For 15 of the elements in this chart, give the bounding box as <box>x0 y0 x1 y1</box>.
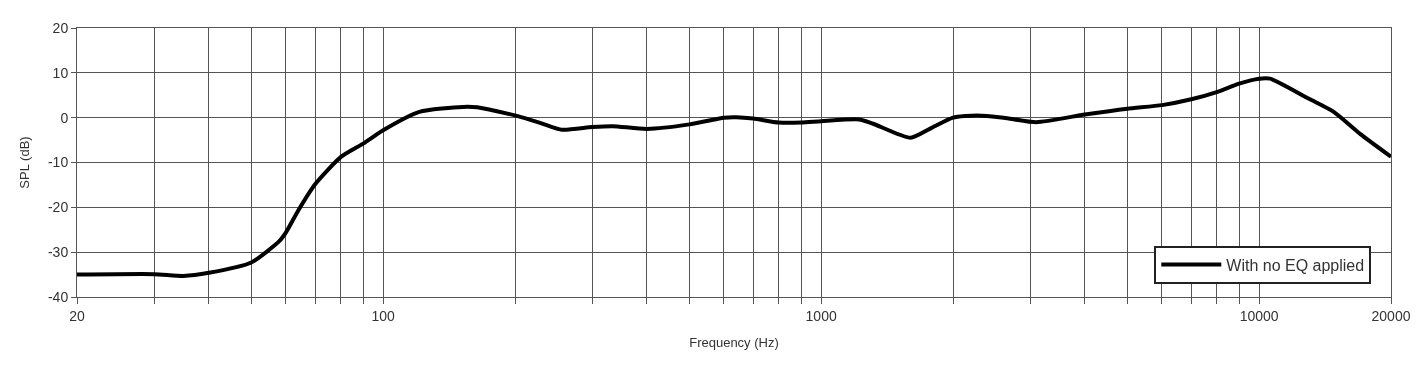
x-tick-label: 100 <box>371 307 396 324</box>
y-tick-label: 0 <box>60 109 69 126</box>
x-tick-label: 20000 <box>1371 307 1411 324</box>
y-tick-label: 10 <box>52 64 69 81</box>
y-tick-label: -40 <box>47 288 69 305</box>
legend-label: With no EQ applied <box>1226 256 1365 274</box>
y-tick-label: -30 <box>47 244 69 261</box>
x-tick-label: 20 <box>69 307 85 324</box>
y-tick-label: 20 <box>52 19 69 36</box>
y-axis-title: SPL (dB) <box>16 136 32 189</box>
y-tick-label: -10 <box>47 154 69 171</box>
y-tick-label: -20 <box>47 199 69 216</box>
x-axis-title: Frequency (Hz) <box>689 335 779 351</box>
x-tick-label: 10000 <box>1239 307 1279 324</box>
x-tick-label: 1000 <box>805 307 837 324</box>
